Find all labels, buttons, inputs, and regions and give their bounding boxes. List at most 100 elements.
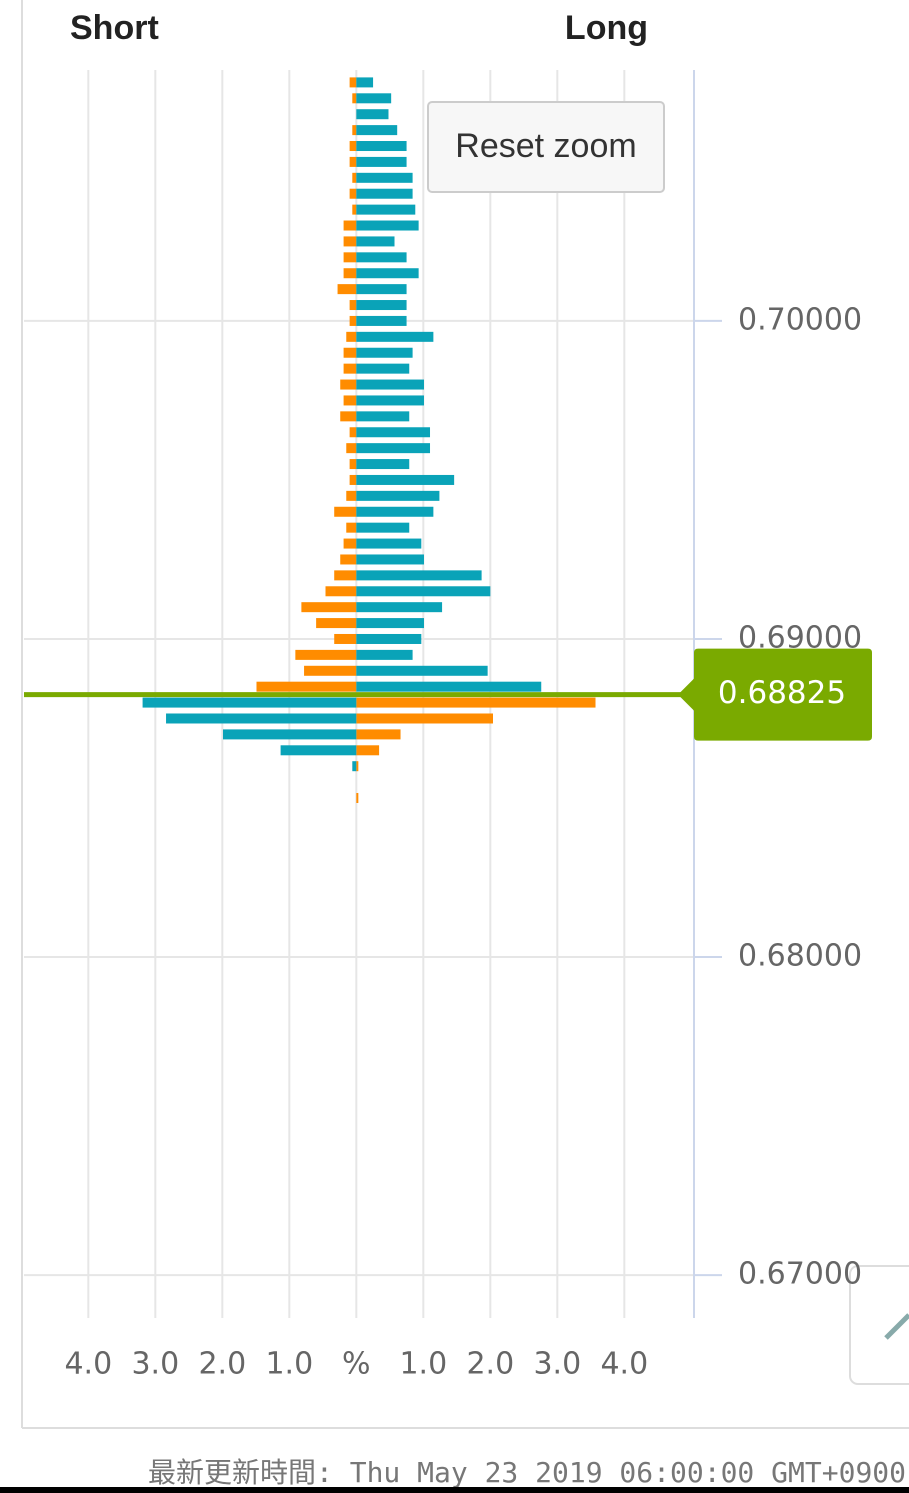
bar — [349, 300, 357, 311]
bar — [352, 761, 357, 772]
x-tick-label: 2.0 — [466, 1347, 514, 1382]
pencil-icon — [884, 1313, 909, 1340]
bar — [343, 236, 357, 247]
bar — [166, 713, 357, 724]
bar — [340, 411, 357, 422]
button-label[interactable]: Reset zoom — [455, 127, 636, 165]
bar — [356, 506, 434, 517]
bar — [352, 125, 357, 136]
bar — [343, 268, 357, 279]
bar — [356, 761, 359, 772]
bar — [304, 665, 357, 676]
bar — [356, 618, 424, 629]
bar — [343, 220, 357, 231]
bar — [356, 188, 413, 199]
bar — [356, 586, 491, 597]
bar — [356, 204, 416, 215]
bar — [356, 459, 410, 470]
bar — [349, 156, 357, 167]
bar — [356, 77, 374, 88]
y-tick-label: 0.68000 — [738, 939, 862, 974]
bar — [346, 522, 357, 533]
bar — [356, 284, 407, 295]
bar — [356, 300, 407, 311]
bar — [334, 570, 357, 581]
x-tick-label: 4.0 — [64, 1347, 112, 1382]
bar — [295, 649, 357, 660]
bar — [349, 77, 357, 88]
bar — [356, 538, 422, 549]
bar — [256, 681, 357, 692]
bar — [349, 141, 357, 152]
bar — [349, 315, 357, 326]
bar — [349, 459, 357, 470]
bar — [356, 125, 398, 136]
reset-zoom-button[interactable]: Reset zoom — [427, 101, 665, 193]
x-tick-label: % — [342, 1347, 371, 1382]
bar — [356, 713, 493, 724]
footer: 最新更新時間: Thu May 23 2019 06:00:00 GMT+090… — [148, 1456, 906, 1489]
bar — [346, 443, 357, 454]
bar — [356, 729, 401, 740]
x-tick-label: 1.0 — [265, 1347, 313, 1382]
bar — [356, 681, 542, 692]
bar — [343, 363, 357, 374]
bar — [356, 379, 424, 390]
bar — [356, 490, 440, 501]
bar — [356, 522, 410, 533]
bar — [356, 395, 424, 406]
bar — [346, 331, 357, 342]
button-bg[interactable] — [427, 101, 665, 193]
bar — [343, 395, 357, 406]
bar — [356, 602, 443, 613]
bars — [142, 77, 596, 803]
bar — [356, 554, 424, 565]
bar — [356, 331, 434, 342]
bar — [316, 618, 357, 629]
bar — [280, 745, 357, 756]
bar — [334, 633, 357, 644]
bar — [334, 506, 357, 517]
current-price-label: 0.68825 — [718, 675, 846, 711]
bar — [352, 93, 357, 104]
bar — [356, 649, 413, 660]
x-tick-label: 3.0 — [533, 1347, 581, 1382]
bar — [356, 363, 410, 374]
bar — [356, 236, 395, 247]
bar — [356, 793, 359, 803]
bar — [356, 252, 407, 263]
edit-button-bg[interactable] — [849, 1265, 909, 1385]
bottom-bar — [0, 1487, 909, 1493]
bar — [352, 204, 357, 215]
bar — [222, 729, 357, 740]
long-label: Long — [565, 9, 648, 47]
bar — [356, 665, 488, 676]
x-tick-label: 1.0 — [399, 1347, 447, 1382]
y-tick-label: 0.67000 — [738, 1257, 862, 1292]
bar — [346, 490, 357, 501]
bar — [356, 93, 392, 104]
x-tick-label: 3.0 — [131, 1347, 179, 1382]
bar — [340, 554, 357, 565]
bar — [349, 427, 357, 438]
bar — [356, 347, 413, 358]
bar — [340, 379, 357, 390]
bar — [356, 697, 596, 708]
bar — [356, 427, 431, 438]
bar — [356, 156, 407, 167]
bar — [356, 443, 431, 454]
bar — [352, 172, 357, 183]
bar — [356, 172, 413, 183]
bar — [349, 474, 357, 485]
bar — [356, 474, 455, 485]
bar — [325, 586, 357, 597]
x-tick-label: 4.0 — [600, 1347, 648, 1382]
bar — [356, 315, 407, 326]
bar — [337, 284, 357, 295]
bar — [142, 697, 357, 708]
short-label: Short — [70, 9, 159, 47]
edit-button[interactable] — [849, 1265, 909, 1385]
bar — [356, 141, 407, 152]
bar — [356, 411, 410, 422]
bar — [356, 268, 419, 279]
